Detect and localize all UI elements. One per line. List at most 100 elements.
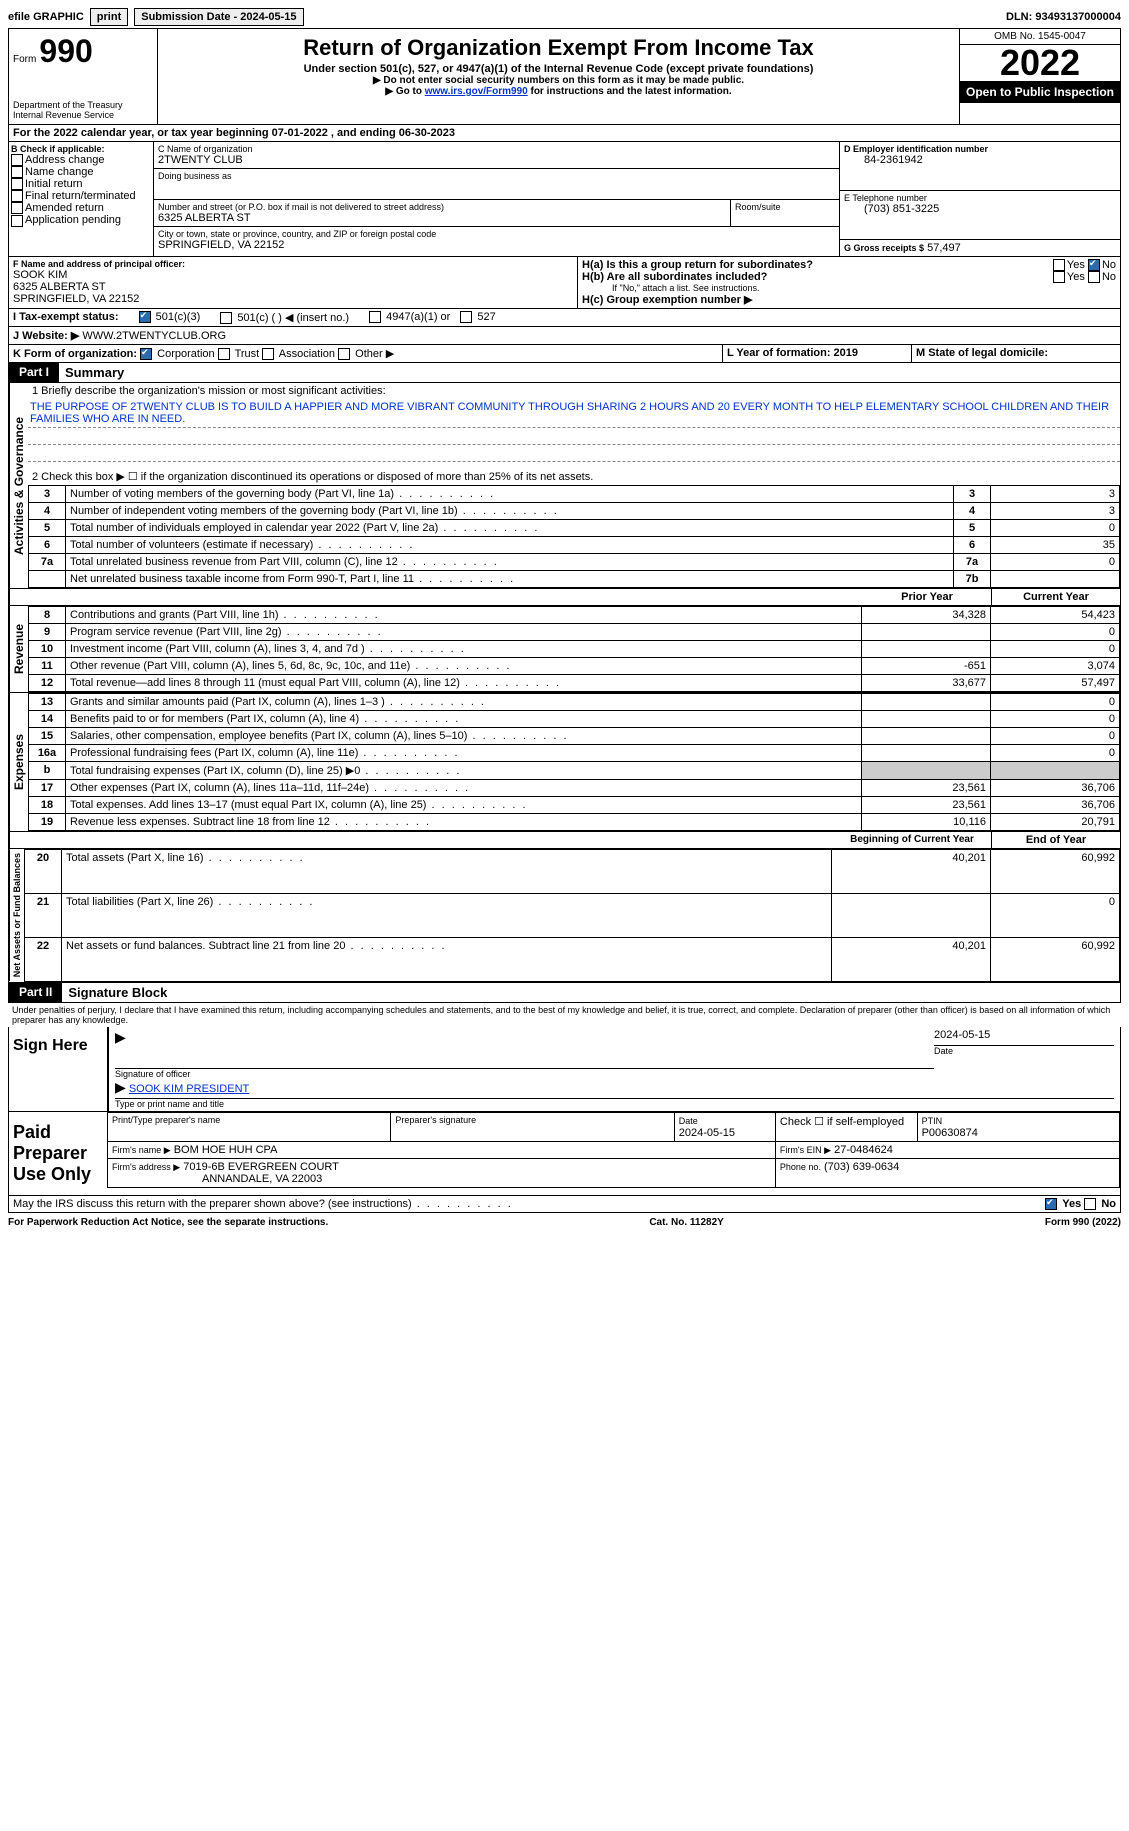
line-text: Total unrelated business revenue from Pa… bbox=[66, 554, 954, 571]
firm-ein-h: Firm's EIN ▶ bbox=[780, 1145, 831, 1155]
form-title: Return of Organization Exempt From Incom… bbox=[162, 35, 955, 61]
gross-receipts: 57,497 bbox=[927, 242, 961, 254]
line-box: 7a bbox=[954, 554, 991, 571]
addr-label: Number and street (or P.O. box if mail i… bbox=[158, 202, 726, 212]
line-text: Number of independent voting members of … bbox=[66, 503, 954, 520]
line-box: 3 bbox=[954, 486, 991, 503]
current-value: 57,497 bbox=[991, 675, 1120, 692]
prior-value bbox=[862, 624, 991, 641]
chk-name: Name change bbox=[11, 166, 151, 178]
k-assoc[interactable] bbox=[262, 348, 274, 360]
expenses-section: Expenses 13 Grants and similar amounts p… bbox=[8, 693, 1121, 832]
k-trust[interactable] bbox=[218, 348, 230, 360]
irs-link[interactable]: www.irs.gov/Form990 bbox=[425, 86, 528, 97]
chk-pending: Application pending bbox=[11, 214, 151, 226]
i-501c3[interactable] bbox=[139, 311, 151, 323]
discuss-no[interactable] bbox=[1084, 1198, 1096, 1210]
line-num: 9 bbox=[29, 624, 66, 641]
i-4947[interactable] bbox=[369, 311, 381, 323]
line-text: Total liabilities (Part X, line 26) bbox=[62, 894, 832, 938]
prep-name-h: Print/Type preparer's name bbox=[112, 1115, 386, 1125]
prep-date-h: Date bbox=[679, 1116, 698, 1126]
mission-blank2 bbox=[28, 445, 1120, 462]
prior-value: 40,201 bbox=[832, 850, 991, 894]
current-value: 0 bbox=[991, 711, 1120, 728]
line-text: Total fundraising expenses (Part IX, col… bbox=[66, 762, 862, 780]
ha-yes[interactable] bbox=[1053, 259, 1065, 271]
side-revenue: Revenue bbox=[9, 606, 28, 692]
hb-label: H(b) Are all subordinates included? bbox=[582, 271, 1053, 283]
l-label: L Year of formation: 2019 bbox=[723, 345, 912, 362]
print-button[interactable]: print bbox=[90, 8, 128, 26]
sign-here-block: Sign Here ▶ Signature of officer 2024-05… bbox=[8, 1027, 1121, 1112]
line-text: Professional fundraising fees (Part IX, … bbox=[66, 745, 862, 762]
discuss-yes[interactable] bbox=[1045, 1198, 1057, 1210]
hb-no[interactable] bbox=[1088, 271, 1100, 283]
form-note2: ▶ Go to www.irs.gov/Form990 for instruct… bbox=[162, 86, 955, 97]
line-num: 7a bbox=[29, 554, 66, 571]
tax-year: 2022 bbox=[960, 45, 1120, 81]
line-num: 18 bbox=[29, 797, 66, 814]
section-bcdeg: B Check if applicable: Address change Na… bbox=[8, 142, 1121, 257]
current-value: 36,706 bbox=[991, 780, 1120, 797]
line-num: 5 bbox=[29, 520, 66, 537]
e-label: E Telephone number bbox=[844, 193, 1116, 203]
current-year-h: Current Year bbox=[992, 589, 1120, 605]
prior-value bbox=[862, 694, 991, 711]
current-value: 0 bbox=[991, 641, 1120, 658]
prior-value bbox=[862, 728, 991, 745]
section-i: I Tax-exempt status: 501(c)(3) 501(c) ( … bbox=[8, 309, 1121, 327]
line-num: 17 bbox=[29, 780, 66, 797]
current-value: 60,992 bbox=[991, 937, 1120, 981]
line-text: Net assets or fund balances. Subtract li… bbox=[62, 937, 832, 981]
ptin-v: P00630874 bbox=[922, 1127, 978, 1139]
current-value: 0 bbox=[991, 728, 1120, 745]
firm-addr-h: Firm's address ▶ bbox=[112, 1162, 180, 1172]
ha-no[interactable] bbox=[1088, 259, 1100, 271]
f-label: F Name and address of principal officer: bbox=[13, 259, 573, 269]
prep-date-v: 2024-05-15 bbox=[679, 1127, 735, 1139]
current-value: 20,791 bbox=[991, 814, 1120, 831]
line-text: Grants and similar amounts paid (Part IX… bbox=[66, 694, 862, 711]
firm-phone: (703) 639-0634 bbox=[824, 1161, 899, 1173]
officer-city: SPRINGFIELD, VA 22152 bbox=[13, 293, 573, 305]
balance-header: Beginning of Current Year End of Year bbox=[8, 832, 1121, 849]
note2-prefix: ▶ Go to bbox=[385, 86, 424, 97]
form-subtitle: Under section 501(c), 527, or 4947(a)(1)… bbox=[162, 63, 955, 75]
k-corp[interactable] bbox=[140, 348, 152, 360]
current-value: 0 bbox=[991, 745, 1120, 762]
prior-value bbox=[862, 641, 991, 658]
city-label: City or town, state or province, country… bbox=[158, 229, 835, 239]
hb-yes[interactable] bbox=[1053, 271, 1065, 283]
line-num: 13 bbox=[29, 694, 66, 711]
line-num: 4 bbox=[29, 503, 66, 520]
form-header: Form 990 Department of the Treasury Inte… bbox=[8, 28, 1121, 125]
current-value: 0 bbox=[991, 624, 1120, 641]
sig-officer-label: Signature of officer bbox=[115, 1069, 934, 1079]
i-527[interactable] bbox=[460, 311, 472, 323]
dba-label: Doing business as bbox=[158, 171, 835, 181]
section-klm: K Form of organization: Corporation Trus… bbox=[8, 345, 1121, 363]
i-501c[interactable] bbox=[220, 312, 232, 324]
preparer-table: Print/Type preparer's name Preparer's si… bbox=[107, 1112, 1120, 1188]
line-num: 6 bbox=[29, 537, 66, 554]
line-text: Salaries, other compensation, employee b… bbox=[66, 728, 862, 745]
discuss-text: May the IRS discuss this return with the… bbox=[13, 1198, 513, 1210]
k-other[interactable] bbox=[338, 348, 350, 360]
firm-ein: 27-0484624 bbox=[834, 1144, 893, 1156]
declaration: Under penalties of perjury, I declare th… bbox=[8, 1003, 1121, 1027]
form-prefix: Form bbox=[13, 54, 36, 65]
line-text: Other revenue (Part VIII, column (A), li… bbox=[66, 658, 862, 675]
chk-amended: Amended return bbox=[11, 202, 151, 214]
m-label: M State of legal domicile: bbox=[912, 345, 1120, 362]
page-footer: For Paperwork Reduction Act Notice, see … bbox=[8, 1217, 1121, 1228]
paid-label: Paid Preparer Use Only bbox=[9, 1112, 107, 1195]
line-text: Total revenue—add lines 8 through 11 (mu… bbox=[66, 675, 862, 692]
phone-h: Phone no. bbox=[780, 1162, 821, 1172]
efile-label: efile GRAPHIC bbox=[8, 11, 84, 23]
dln-label: DLN: 93493137000004 bbox=[1006, 11, 1121, 23]
line-num: 15 bbox=[29, 728, 66, 745]
officer-addr: 6325 ALBERTA ST bbox=[13, 281, 573, 293]
signer-name: SOOK KIM PRESIDENT bbox=[129, 1083, 249, 1095]
summary-top-table: 3 Number of voting members of the govern… bbox=[28, 485, 1120, 588]
